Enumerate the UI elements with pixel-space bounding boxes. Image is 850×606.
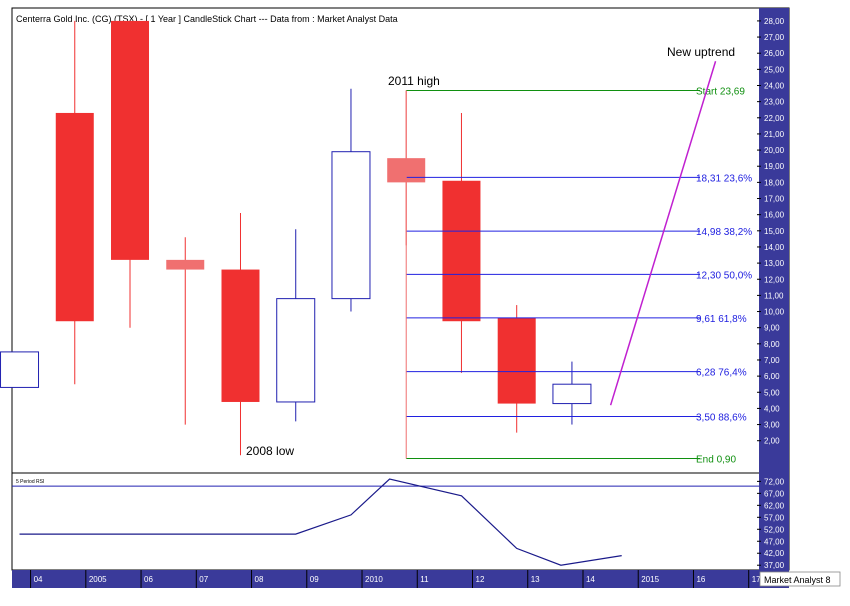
date-tick-label-10: 14 [586,575,595,584]
candle-body-9 [497,318,536,404]
date-tick-label-0: 04 [34,575,43,584]
rsi-ticks: 37,00 42,00 47,00 52,00 57,00 62,00 67,00 72,00 [757,477,785,570]
candle-body-2 [111,20,150,260]
price-tick-label-24: 26,00 [764,49,785,58]
date-tick-label-4: 08 [255,575,264,584]
price-tick-label-1: 3,00 [764,421,780,430]
price-tick-label-11: 13,00 [764,259,785,268]
fib-label-2: 14,98 38,2% [696,227,752,238]
branding-box [759,571,841,587]
candle-body-6 [331,151,371,300]
price-tick-label-13: 15,00 [764,227,785,236]
rsi-tick-label-2: 47,00 [764,537,785,546]
price-tick-label-16: 18,00 [764,178,785,187]
price-tick-label-18: 20,00 [764,146,785,155]
candle-body-10 [552,383,592,405]
price-tick-label-2: 4,00 [764,404,780,413]
rsi-tick-label-1: 42,00 [764,549,785,558]
date-tick-label-2: 06 [144,575,153,584]
price-axis [759,8,789,473]
price-tick-label-21: 23,00 [764,98,785,107]
rsi-tick-label-0: 37,00 [764,561,785,570]
candle-body-0 [0,351,40,388]
price-tick-label-15: 17,00 [764,195,785,204]
price-tick-label-14: 16,00 [764,211,785,220]
price-tick-label-4: 6,00 [764,372,780,381]
date-ticks: 04 2005 06 07 08 09 2010 11 12 13 14 2015 16 17 [30,570,761,588]
candle-body-5 [276,298,316,403]
price-tick-label-12: 14,00 [764,243,785,252]
fib-label-0: Start 23,69 [696,87,745,98]
date-tick-label-7: 11 [420,575,429,584]
annotation-new-uptrend: New uptrend [667,45,735,59]
branding-label: Market Analyst 8 [764,575,831,585]
annotation-2008-low: 2008 low [246,444,294,458]
price-tick-label-9: 11,00 [764,291,784,300]
rsi-series-line [19,478,622,566]
price-tick-label-23: 25,00 [764,65,785,74]
annotation-2011-high: 2011 high [388,74,440,88]
rsi-axis [759,473,789,570]
rsi-title: 5 Period RSI [16,479,44,485]
price-tick-label-6: 8,00 [764,340,780,349]
date-axis [12,570,789,588]
price-tick-label-17: 19,00 [764,162,785,171]
fib-label-7: End 0,90 [696,454,736,465]
fib-label-4: 9,61 61,8% [696,314,747,325]
date-tick-label-12: 16 [696,575,705,584]
date-tick-label-13: 17 [752,575,761,584]
price-tick-label-20: 22,00 [764,114,785,123]
price-tick-label-7: 9,00 [764,324,780,333]
price-tick-label-22: 24,00 [764,82,785,91]
rsi-tick-label-5: 62,00 [764,501,785,510]
candle-body-8 [442,180,481,322]
price-ticks: 2,00 3,00 4,00 5,00 6,00 7,00 8,00 9,00 10,00 11,… [757,17,785,446]
date-tick-label-9: 13 [531,575,540,584]
fib-label-5: 6,28 76,4% [696,368,747,379]
uptrend-line [609,61,717,406]
trendline-layer [609,61,717,406]
fib-label-6: 3,50 88,6% [696,412,747,423]
price-tick-label-5: 7,00 [764,356,780,365]
date-tick-label-1: 2005 [89,575,107,584]
fib-label-1: 18,31 23,6% [696,173,752,184]
price-tick-label-3: 5,00 [764,388,780,397]
price-tick-label-25: 27,00 [764,33,785,42]
rsi-tick-label-7: 72,00 [764,477,785,486]
price-tick-label-19: 21,00 [764,130,785,139]
date-tick-label-3: 07 [199,575,208,584]
date-tick-label-11: 2015 [641,575,659,584]
date-tick-label-6: 2010 [365,575,383,584]
date-tick-label-5: 09 [310,575,319,584]
candle-body-3 [166,259,205,270]
rsi-tick-label-4: 57,00 [764,513,785,522]
chart-title: Centerra Gold Inc. (CG) (TSX) - [ 1 Year… [16,14,398,24]
price-tick-label-0: 2,00 [764,437,780,446]
rsi-layer [12,478,759,566]
rsi-panel [11,472,790,571]
price-tick-label-8: 10,00 [764,308,785,317]
candle-body-4 [221,269,260,402]
price-tick-label-26: 28,00 [764,17,785,26]
candle-body-1 [55,112,94,322]
rsi-tick-label-3: 52,00 [764,525,785,534]
fib-label-3: 12,30 50,0% [696,270,752,281]
date-tick-label-8: 12 [476,575,485,584]
rsi-tick-label-6: 67,00 [764,489,785,498]
fib-layer: Start 23,69 18,31 23,6% 14,98 38,2% 12,30 5… [405,87,752,465]
price-tick-label-10: 12,00 [764,275,785,284]
